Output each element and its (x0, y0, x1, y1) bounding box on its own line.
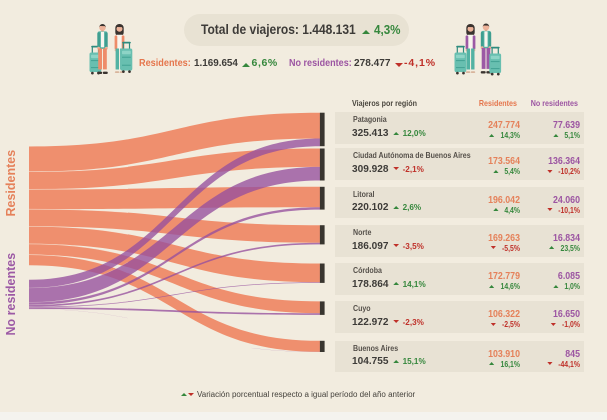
svg-text:No residentes: No residentes (4, 253, 18, 336)
svg-text:Residentes: Residentes (4, 150, 18, 217)
